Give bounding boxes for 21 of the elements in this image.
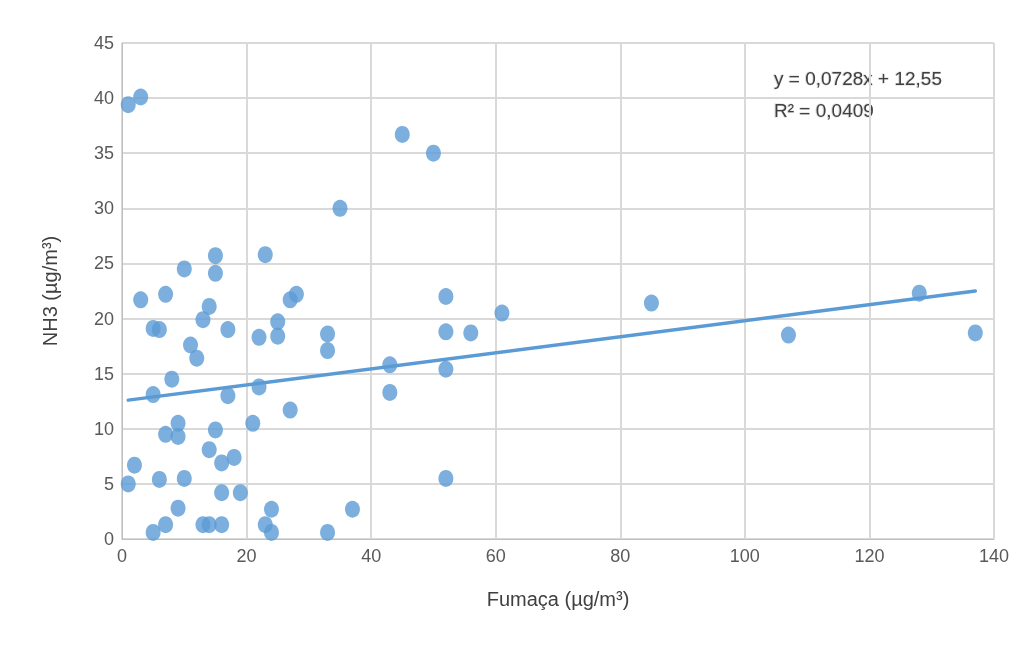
- y-tick-label: 40: [93, 88, 114, 109]
- y-tick-label: 35: [93, 143, 114, 164]
- y-tick-label: 25: [93, 253, 114, 274]
- x-tick-label: 20: [236, 546, 257, 566]
- x-tick-label: 80: [610, 546, 631, 566]
- y-tick-label: 5: [103, 473, 114, 494]
- x-axis-title: Fumaça (µg/m³): [486, 588, 630, 610]
- x-tick-label: 60: [485, 546, 506, 566]
- x-tick-label: 100: [729, 546, 760, 566]
- y-tick-label: 45: [93, 33, 114, 53]
- annotation: y = 0,0728x + 12,55 R² = 0,0409: [774, 67, 942, 121]
- x-tick-label: 140: [978, 546, 1010, 566]
- y-tick-label: 15: [93, 363, 114, 384]
- y-tick-label: 10: [93, 418, 114, 439]
- y-axis-title: NH3 (µg/m³): [39, 235, 61, 347]
- x-tick-label: 120: [854, 546, 885, 566]
- x-tick-label: 0: [116, 546, 128, 566]
- y-tick-label: 20: [93, 308, 114, 329]
- y-tick-label: 30: [93, 198, 114, 219]
- x-tick-label: 40: [361, 546, 382, 566]
- y-tick-label: 0: [103, 529, 114, 549]
